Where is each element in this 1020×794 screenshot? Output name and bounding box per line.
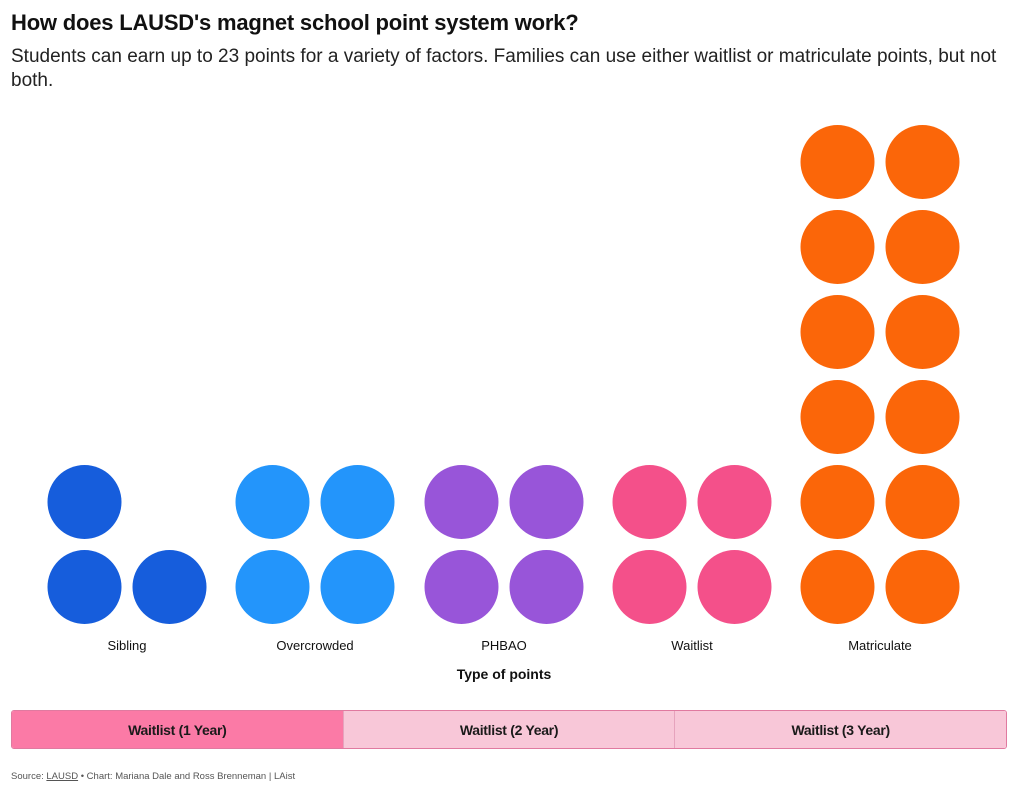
category-label-overcrowded: Overcrowded (276, 638, 353, 653)
point-dot-matriculate-10 (885, 210, 960, 284)
point-dot-phbao-3 (424, 465, 499, 539)
toggle-waitlist-3-year[interactable]: Waitlist (3 Year) (674, 711, 1006, 748)
point-dot-matriculate-2 (885, 550, 960, 624)
point-dot-matriculate-5 (800, 380, 875, 454)
chart-subtitle: Students can earn up to 23 points for a … (11, 46, 997, 91)
point-dot-phbao-1 (424, 550, 499, 624)
point-dot-phbao-2 (509, 550, 584, 624)
source-prefix: Source: (11, 771, 47, 782)
point-dot-matriculate-7 (800, 295, 875, 369)
point-dot-overcrowded-4 (320, 465, 395, 539)
point-dot-waitlist-3 (612, 465, 687, 539)
point-dot-matriculate-12 (885, 125, 960, 199)
dot-matrix-chart: Sibling Overcrowded PHBAO Waitlist Matricula… (47, 125, 960, 682)
point-dot-overcrowded-2 (320, 550, 395, 624)
point-dot-matriculate-8 (885, 295, 960, 369)
category-label-sibling: Sibling (107, 638, 146, 653)
source-link[interactable]: LAUSD (46, 771, 79, 782)
point-dot-waitlist-2 (697, 550, 772, 624)
point-dot-sibling-1 (47, 550, 122, 624)
point-dot-overcrowded-3 (235, 465, 310, 539)
point-dot-sibling-2 (132, 550, 207, 624)
source-footer: Source: LAUSD • Chart: Mariana Dale and … (11, 771, 295, 782)
point-dot-matriculate-9 (800, 210, 875, 284)
chart-credit: • Chart: Mariana Dale and Ross Brenneman… (78, 771, 296, 782)
category-label-matriculate: Matriculate (848, 638, 912, 653)
toggle-waitlist-1-year[interactable]: Waitlist (1 Year) (12, 711, 343, 748)
category-label-waitlist: Waitlist (671, 638, 713, 653)
point-dot-sibling-3 (47, 465, 122, 539)
point-dot-matriculate-6 (885, 380, 960, 454)
category-labels: Sibling Overcrowded PHBAO Waitlist Matricula… (107, 638, 911, 653)
point-dot-matriculate-1 (800, 550, 875, 624)
point-dot-waitlist-1 (612, 550, 687, 624)
point-dot-matriculate-11 (800, 125, 875, 199)
category-label-phbao: PHBAO (481, 638, 527, 653)
point-dot-matriculate-3 (800, 465, 875, 539)
waitlist-year-toggle: Waitlist (1 Year) Waitlist (2 Year) Wait… (11, 710, 1007, 749)
dots-layer (47, 125, 960, 624)
point-dot-matriculate-4 (885, 465, 960, 539)
chart-title: How does LAUSD's magnet school point sys… (11, 10, 579, 35)
point-dot-waitlist-4 (697, 465, 772, 539)
point-dot-phbao-4 (509, 465, 584, 539)
toggle-waitlist-2-year[interactable]: Waitlist (2 Year) (342, 711, 675, 748)
x-axis-title: Type of points (457, 666, 552, 682)
point-dot-overcrowded-1 (235, 550, 310, 624)
